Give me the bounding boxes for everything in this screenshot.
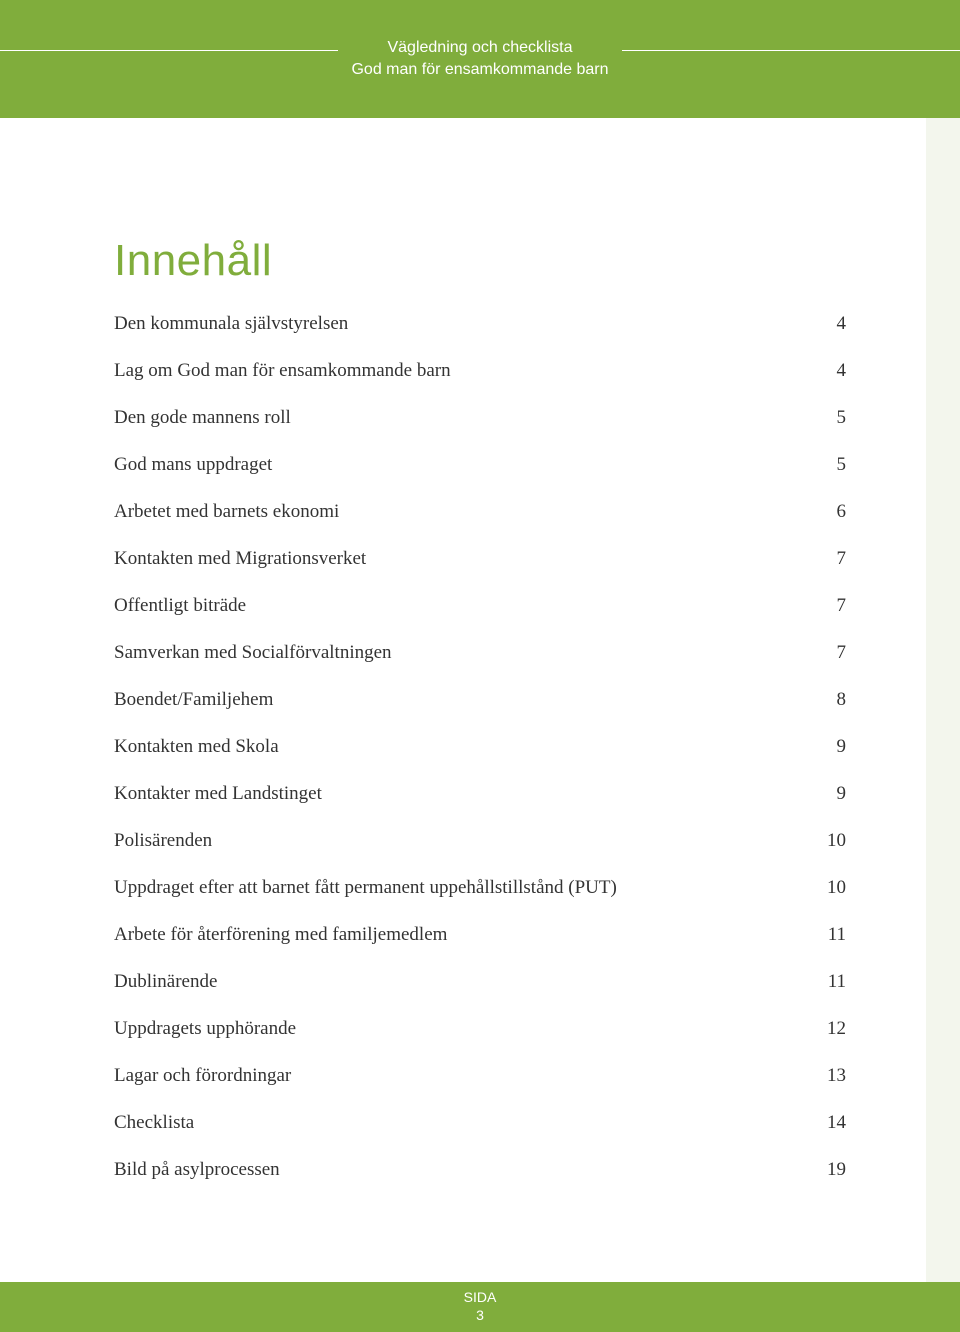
toc-entry-page: 13 — [806, 1066, 846, 1085]
toc-entry-page: 11 — [806, 972, 846, 991]
page-right-edge — [926, 0, 960, 1332]
toc-entry-page: 8 — [806, 690, 846, 709]
toc-row: Arbetet med barnets ekonomi6 — [114, 502, 846, 521]
toc-entry-label: Lagar och förordningar — [114, 1066, 806, 1085]
toc-entry-label: Lag om God man för ensamkommande barn — [114, 361, 806, 380]
header-line-1: Vägledning och checklista — [351, 37, 608, 59]
toc-entry-page: 6 — [806, 502, 846, 521]
toc-row: Kontakten med Migrationsverket7 — [114, 549, 846, 568]
toc-entry-page: 7 — [806, 596, 846, 615]
toc-row: Offentligt biträde7 — [114, 596, 846, 615]
header-rule-right — [622, 50, 960, 51]
toc-entry-page: 9 — [806, 737, 846, 756]
toc-entry-label: Boendet/Familjehem — [114, 690, 806, 709]
footer-label: SIDA — [464, 1288, 497, 1306]
toc-entry-label: Kontakten med Skola — [114, 737, 806, 756]
toc-row: Polisärenden10 — [114, 831, 846, 850]
toc-entry-label: Arbetet med barnets ekonomi — [114, 502, 806, 521]
toc-entry-page: 14 — [806, 1113, 846, 1132]
toc-entry-label: Arbete för återförening med familjemedle… — [114, 925, 806, 944]
toc-entry-label: Uppdragets upphörande — [114, 1019, 806, 1038]
header-line-2: God man för ensamkommande barn — [351, 59, 608, 81]
toc-entry-label: God mans uppdraget — [114, 455, 806, 474]
toc-list: Den kommunala självstyrelsen4Lag om God … — [114, 314, 846, 1179]
toc-entry-page: 5 — [806, 408, 846, 427]
toc-entry-page: 12 — [806, 1019, 846, 1038]
toc-entry-label: Den gode mannens roll — [114, 408, 806, 427]
toc-row: Dublinärende11 — [114, 972, 846, 991]
toc-entry-label: Checklista — [114, 1113, 806, 1132]
header-rule-left — [0, 50, 338, 51]
toc-entry-label: Kontakter med Landstinget — [114, 784, 806, 803]
header-text: Vägledning och checklista God man för en… — [351, 37, 608, 80]
toc-entry-page: 4 — [806, 314, 846, 333]
toc-row: Boendet/Familjehem8 — [114, 690, 846, 709]
toc-entry-page: 10 — [806, 831, 846, 850]
toc-row: Checklista14 — [114, 1113, 846, 1132]
toc-entry-label: Den kommunala självstyrelsen — [114, 314, 806, 333]
toc-row: God mans uppdraget5 — [114, 455, 846, 474]
toc-entry-page: 11 — [806, 925, 846, 944]
toc-entry-page: 7 — [806, 643, 846, 662]
toc-entry-page: 19 — [806, 1160, 846, 1179]
toc-row: Kontakter med Landstinget9 — [114, 784, 846, 803]
toc-row: Samverkan med Socialförvaltningen7 — [114, 643, 846, 662]
toc-entry-label: Samverkan med Socialförvaltningen — [114, 643, 806, 662]
toc-row: Uppdragets upphörande12 — [114, 1019, 846, 1038]
toc-row: Lagar och förordningar13 — [114, 1066, 846, 1085]
toc-entry-page: 7 — [806, 549, 846, 568]
toc-row: Uppdraget efter att barnet fått permanen… — [114, 878, 846, 897]
header-band: Vägledning och checklista God man för en… — [0, 0, 960, 118]
toc-entry-label: Bild på asylprocessen — [114, 1160, 806, 1179]
toc-entry-label: Offentligt biträde — [114, 596, 806, 615]
toc-row: Kontakten med Skola9 — [114, 737, 846, 756]
toc-entry-page: 9 — [806, 784, 846, 803]
toc-entry-label: Dublinärende — [114, 972, 806, 991]
toc-entry-page: 5 — [806, 455, 846, 474]
toc-row: Arbete för återförening med familjemedle… — [114, 925, 846, 944]
toc-row: Den gode mannens roll5 — [114, 408, 846, 427]
toc-entry-label: Uppdraget efter att barnet fått permanen… — [114, 878, 806, 897]
content-area: Innehåll Den kommunala självstyrelsen4La… — [0, 118, 960, 1179]
toc-row: Bild på asylprocessen19 — [114, 1160, 846, 1179]
footer-page-number: 3 — [476, 1306, 484, 1324]
footer-band: SIDA 3 — [0, 1282, 960, 1332]
toc-entry-page: 10 — [806, 878, 846, 897]
toc-row: Den kommunala självstyrelsen4 — [114, 314, 846, 333]
toc-entry-label: Polisärenden — [114, 831, 806, 850]
toc-title: Innehåll — [114, 236, 846, 286]
toc-entry-page: 4 — [806, 361, 846, 380]
toc-entry-label: Kontakten med Migrationsverket — [114, 549, 806, 568]
toc-row: Lag om God man för ensamkommande barn4 — [114, 361, 846, 380]
